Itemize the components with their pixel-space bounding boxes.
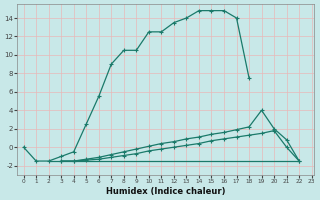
- X-axis label: Humidex (Indice chaleur): Humidex (Indice chaleur): [106, 187, 226, 196]
